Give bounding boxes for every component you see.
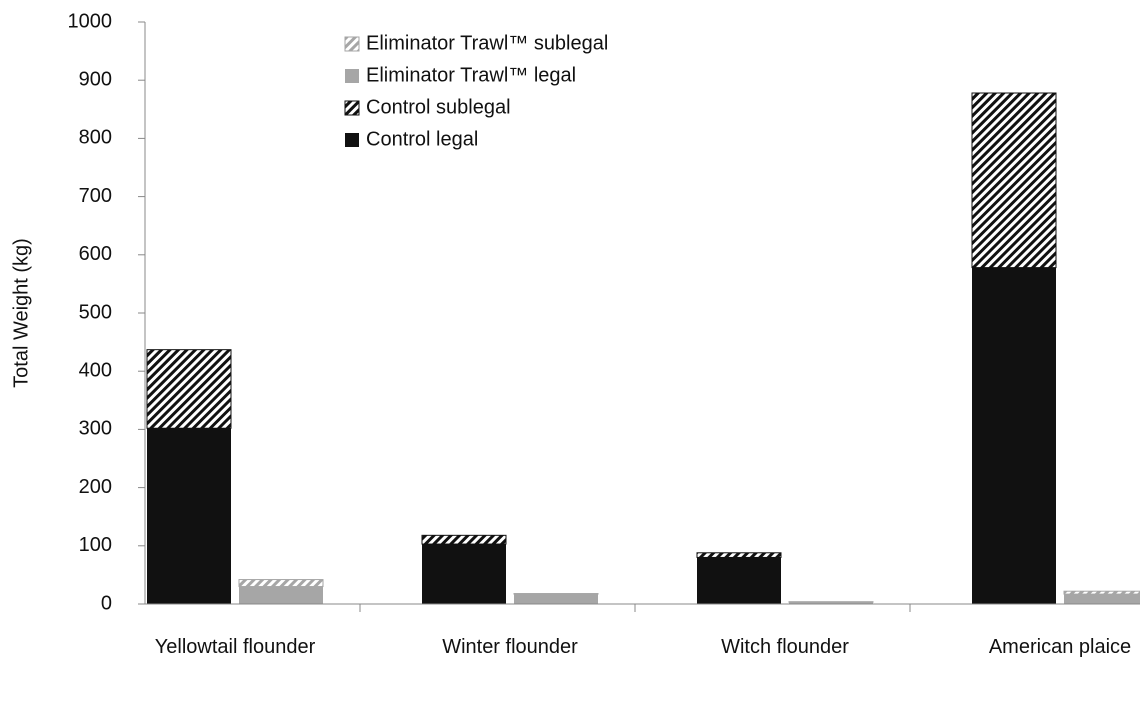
- y-tick-label: 700: [79, 185, 112, 207]
- y-tick-label: 600: [79, 243, 112, 265]
- legend-swatch: [345, 69, 359, 83]
- y-tick-label: 500: [79, 301, 112, 323]
- bar-segment: [514, 594, 598, 604]
- x-tick-label: Witch flounder: [721, 636, 849, 658]
- legend-label: Control legal: [366, 128, 478, 150]
- bar-segment: [421, 534, 507, 545]
- bar-segment: [146, 349, 232, 429]
- legend-label: Eliminator Trawl™ sublegal: [366, 32, 608, 54]
- bar-segment: [971, 92, 1057, 269]
- y-tick-label: 1000: [68, 10, 113, 32]
- bar-segment: [1064, 594, 1140, 604]
- legend-label: Eliminator Trawl™ legal: [366, 64, 576, 86]
- bar-segment: [513, 593, 599, 595]
- bar-segment: [1063, 590, 1140, 595]
- legend-swatch: [344, 100, 360, 116]
- y-tick-label: 800: [79, 127, 112, 149]
- y-tick-label: 0: [101, 592, 112, 614]
- legend-label: Control sublegal: [366, 96, 511, 118]
- y-tick-label: 200: [79, 476, 112, 498]
- bar-segment: [239, 586, 323, 604]
- bar-segment: [696, 552, 782, 558]
- y-tick-label: 900: [79, 68, 112, 90]
- y-tick-label: 400: [79, 359, 112, 381]
- y-tick-label: 300: [79, 418, 112, 440]
- x-tick-label: Winter flounder: [442, 636, 578, 658]
- bar-segment: [422, 544, 506, 604]
- x-tick-label: American plaice: [988, 636, 1132, 658]
- y-axis-label: Total Weight (kg): [10, 238, 32, 388]
- x-tick-label: Yellowtail flounder: [154, 636, 316, 658]
- bar-segment: [697, 557, 781, 604]
- legend-swatch: [345, 133, 359, 147]
- bar-segment: [788, 601, 874, 603]
- legend-swatch: [344, 36, 360, 52]
- bar-segment: [147, 428, 231, 604]
- bar-segment: [238, 579, 324, 588]
- bar-segment: [789, 602, 873, 604]
- y-tick-label: 100: [79, 534, 112, 556]
- bar-segment: [972, 267, 1056, 604]
